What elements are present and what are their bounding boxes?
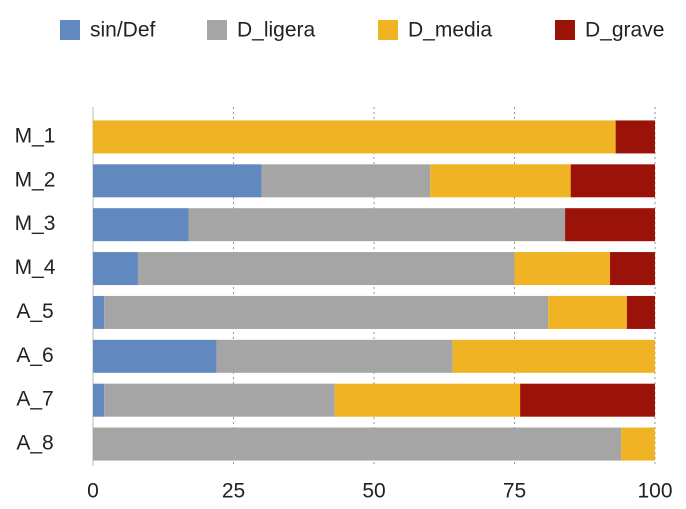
legend-swatch [555,20,575,40]
legend-label: D_ligera [237,19,316,42]
bar-segment [452,339,655,373]
y-tick-label: A_6 [16,344,53,367]
bar-segment [104,295,549,329]
bar-segment [514,252,611,286]
bar-segment [137,252,515,286]
x-tick-label: 0 [87,480,99,503]
bar-segment [548,295,627,329]
bar-segment [261,164,431,198]
y-tick-label: M_4 [15,256,56,279]
bar-segment [93,339,217,373]
bar-segment [610,252,655,286]
bar-segment [93,164,262,198]
y-tick-label: A_5 [16,300,53,323]
y-tick-label: A_7 [16,388,53,411]
y-tick-label: A_8 [16,432,53,455]
bar-segment [93,427,622,461]
legend-swatch [60,20,80,40]
legend-label: sin/Def [90,19,156,42]
bar-segment [216,339,453,373]
legend-label: D_media [408,19,492,42]
bar-segment [626,295,655,329]
y-tick-label: M_3 [15,212,56,235]
bar-segment [93,295,105,329]
bar-segment [570,164,655,198]
legend-label: D_grave [585,19,664,42]
x-tick-label: 25 [222,480,245,503]
y-tick-label: M_2 [15,168,56,191]
x-tick-label: 50 [362,480,385,503]
y-tick-label: M_1 [15,124,56,147]
bar-segment [93,208,189,242]
bar-segment [615,120,655,154]
bar-segment [565,208,655,242]
bar-segment [93,383,105,417]
bar-segment [430,164,571,198]
legend-swatch [207,20,227,40]
bar-segment [104,383,335,417]
bar-segment [621,427,655,461]
bar-segment [188,208,566,242]
x-tick-label: 100 [637,480,672,503]
bar-segment [93,252,138,286]
bar-segment [520,383,655,417]
bar-segment [334,383,521,417]
legend-swatch [378,20,398,40]
bar-segment [93,120,616,154]
x-tick-label: 75 [503,480,526,503]
